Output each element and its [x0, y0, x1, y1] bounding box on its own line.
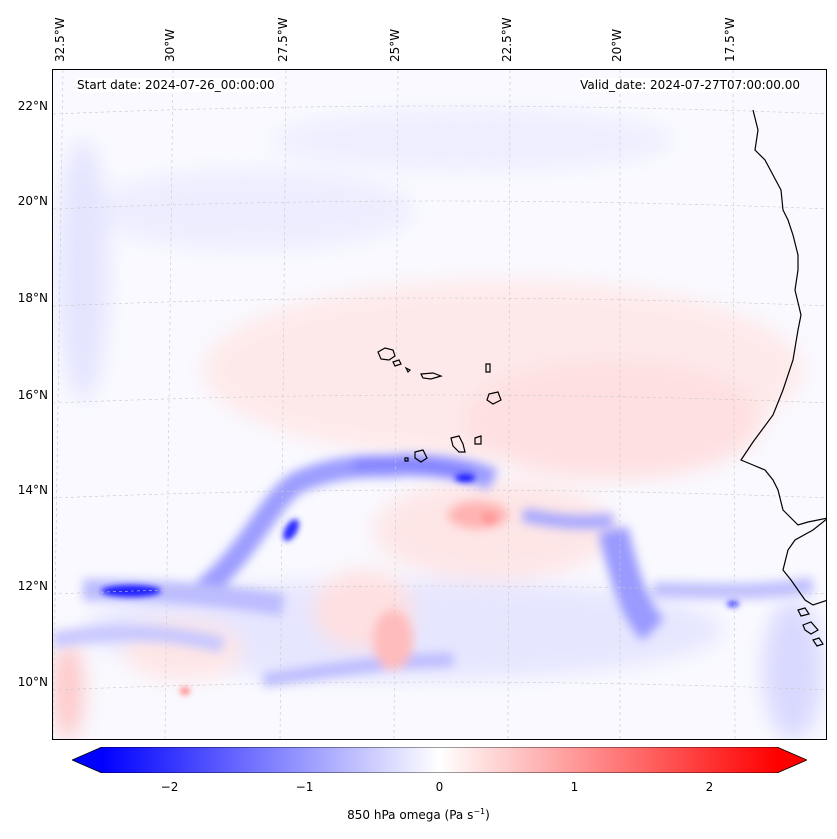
parallel-gridline [53, 297, 826, 307]
longitude-label: 22.5°W [500, 17, 514, 62]
longitude-label: 20°W [610, 28, 624, 62]
latitude-label: 18°N [17, 291, 48, 305]
colorbar-tick-label: 1 [570, 780, 579, 794]
meridian-gridline [164, 70, 174, 739]
parallel-gridline [53, 200, 826, 210]
latitude-label: 12°N [17, 579, 48, 593]
start-date-label: Start date: 2024-07-26_00:00:00 [77, 78, 275, 92]
longitude-label: 17.5°W [723, 17, 737, 62]
island-boa-vista [486, 391, 502, 405]
longitude-label: 27.5°W [276, 17, 290, 62]
gridlines [53, 70, 826, 739]
parallel-gridline [53, 681, 826, 691]
island-santa-luzia [404, 366, 412, 374]
meridian-gridline [53, 70, 64, 739]
colorbar-tick-label: 2 [705, 780, 714, 794]
island-sao-nicolau [420, 372, 443, 380]
island-fogo [414, 449, 428, 463]
map-panel: Start date: 2024-07-26_00:00:00 Valid_da… [52, 69, 827, 740]
bijagos-islands [797, 607, 824, 647]
parallel-gridline [53, 394, 826, 404]
africa-coastline [740, 109, 826, 606]
meridian-gridline [732, 70, 736, 739]
island-sao-vicente [392, 359, 402, 367]
island-santiago [450, 435, 466, 453]
parallel-gridline [53, 489, 826, 499]
latitude-label: 22°N [17, 99, 48, 113]
parallel-gridline [53, 585, 826, 595]
island-sal [485, 363, 491, 373]
colorbar-label: 850 hPa omega (Pa s−1) [347, 807, 490, 822]
colorbar-tick-label: 0 [435, 780, 444, 794]
parallel-gridline [53, 105, 826, 115]
valid-date-label: Valid_date: 2024-07-27T07:00:00.00 [580, 78, 800, 92]
meridian-gridline [393, 70, 399, 739]
ascent-band [53, 453, 815, 687]
island-santo-antao [377, 347, 396, 361]
omega-field [53, 70, 826, 739]
latitude-label: 10°N [17, 675, 48, 689]
colorbar-tick-label: −1 [295, 780, 314, 794]
latitude-label: 14°N [17, 483, 48, 497]
colorbar-extend-high [777, 747, 807, 773]
latitude-label: 20°N [17, 194, 48, 208]
longitude-label: 32.5°W [53, 17, 67, 62]
colorbar [72, 747, 807, 773]
colorbar-tick-label: −2 [160, 780, 179, 794]
meridian-gridline [279, 70, 287, 739]
island-maio [474, 435, 482, 445]
colorbar-gradient [102, 747, 777, 773]
longitude-label: 30°W [163, 28, 177, 62]
longitude-label: 25°W [388, 28, 402, 62]
strong-cores [101, 474, 739, 695]
latitude-label: 16°N [17, 388, 48, 402]
meridian-gridline [507, 70, 511, 739]
coastlines [377, 109, 826, 647]
colorbar-extend-low [72, 747, 102, 773]
island-brava [404, 457, 409, 462]
